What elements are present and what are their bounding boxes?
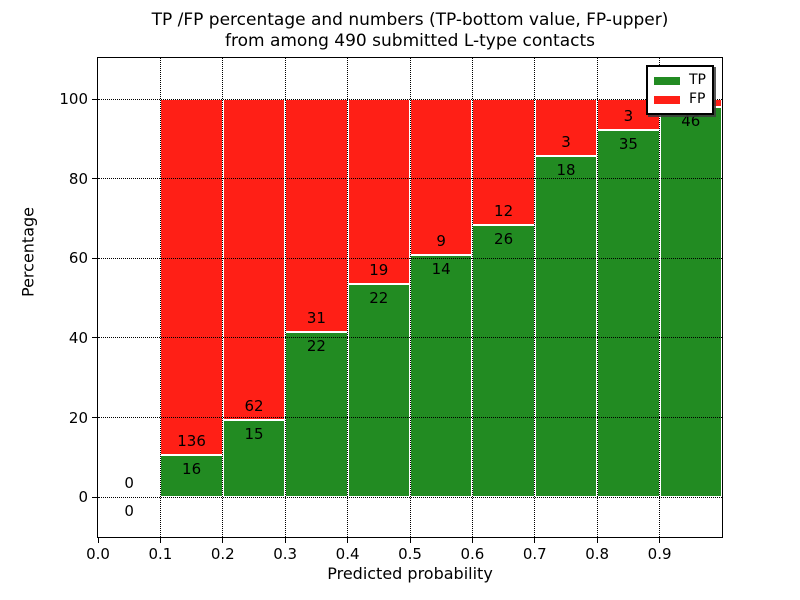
- legend-label-fp: FP: [689, 91, 706, 107]
- x-tick-label: 0.4: [335, 545, 360, 563]
- y-tick-mark: [92, 178, 98, 180]
- gridline-vertical: [159, 58, 161, 537]
- x-tick-label: 0.2: [210, 545, 235, 563]
- tp-count-label: 16: [182, 460, 202, 479]
- fp-count-label: 31: [306, 308, 326, 327]
- x-tick-mark: [97, 537, 99, 543]
- fp-bar-segment: [347, 99, 410, 284]
- fp-bar-segment: [410, 99, 473, 255]
- legend-row-tp: TP: [654, 71, 706, 90]
- gridline-vertical: [534, 58, 536, 537]
- chart-title-line1: TP /FP percentage and numbers (TP-bottom…: [151, 10, 669, 30]
- gridline-vertical: [596, 58, 598, 537]
- y-tick-mark: [92, 417, 98, 419]
- x-axis-label: Predicted probability: [327, 564, 493, 583]
- x-tick-mark: [222, 537, 224, 543]
- x-tick-mark: [659, 537, 661, 543]
- x-tick-mark: [409, 537, 411, 543]
- x-tick-mark: [284, 537, 286, 543]
- tp-count-label: 15: [244, 424, 264, 443]
- gridline-vertical: [409, 58, 411, 537]
- y-tick-label: 100: [59, 90, 88, 108]
- gridline-vertical: [659, 58, 661, 537]
- fp-count-label: 9: [436, 231, 446, 250]
- legend-row-fp: FP: [654, 90, 706, 109]
- gridline-vertical: [471, 58, 473, 537]
- x-tick-mark: [534, 537, 536, 543]
- tp-bar-segment: [285, 331, 348, 498]
- tp-bar-segment: [347, 283, 410, 498]
- y-tick-label: 80: [68, 169, 88, 188]
- fp-count-label: 3: [623, 107, 634, 126]
- x-tick-label: 0.9: [647, 545, 672, 563]
- x-tick-label: 0.8: [585, 545, 610, 563]
- y-tick-label: 60: [68, 249, 88, 268]
- tp-bar-segment: [659, 107, 722, 498]
- fp-count-label: 12: [494, 201, 514, 220]
- tp-bar-segment: [472, 224, 535, 498]
- legend: TP FP: [646, 65, 714, 115]
- fp-count-label: 3: [561, 132, 571, 151]
- tp-count-label: 0: [124, 502, 134, 521]
- tp-count-label: 14: [431, 259, 451, 278]
- fp-bar-segment: [285, 99, 348, 332]
- fp-count-label: 136: [177, 432, 206, 451]
- y-tick-mark: [92, 337, 98, 339]
- plot-area: 00136166215312219229141226318335146: [97, 57, 723, 538]
- tp-bar-segment: [160, 455, 223, 498]
- y-tick-label: 0: [78, 488, 88, 507]
- tp-count-label: 46: [681, 112, 701, 131]
- tp-bar-segment: [534, 155, 598, 498]
- tp-count-label: 26: [494, 229, 514, 248]
- x-tick-mark: [159, 537, 161, 543]
- y-tick-label: 20: [68, 408, 88, 427]
- fp-bar-segment: [222, 99, 286, 420]
- tp-count-label: 22: [369, 288, 389, 307]
- y-axis-label-text: Percentage: [18, 206, 38, 297]
- x-tick-mark: [596, 537, 598, 543]
- y-tick-mark: [92, 496, 98, 498]
- y-tick-mark: [92, 98, 98, 100]
- legend-swatch-fp-icon: [654, 95, 680, 104]
- gridline-vertical: [347, 58, 349, 537]
- fp-bar-segment: [472, 99, 535, 225]
- tp-bar-segment: [597, 130, 660, 498]
- x-tick-label: 0.7: [522, 545, 547, 563]
- y-tick-label: 40: [68, 328, 88, 347]
- tp-count-label: 35: [618, 135, 638, 154]
- tp-count-label: 18: [556, 160, 576, 179]
- legend-swatch-tp-icon: [654, 76, 680, 85]
- x-tick-mark: [347, 537, 349, 543]
- tp-bar-segment: [222, 419, 286, 498]
- tp-bar-segment: [410, 254, 473, 498]
- gridline-vertical: [284, 58, 286, 537]
- x-tick-label: 0.5: [398, 545, 422, 563]
- x-tick-label: 0.0: [86, 545, 110, 563]
- gridline-vertical: [222, 58, 224, 537]
- fp-bar-segment: [534, 99, 598, 156]
- x-tick-label: 0.1: [148, 545, 173, 563]
- fp-count-label: 19: [369, 260, 389, 279]
- x-tick-label: 0.3: [273, 545, 298, 563]
- fp-count-label: 62: [244, 396, 264, 415]
- x-tick-label: 0.6: [460, 545, 485, 563]
- chart-title-line2: from among 490 submitted L-type contacts: [224, 31, 595, 51]
- tp-count-label: 22: [306, 336, 326, 355]
- x-tick-mark: [471, 537, 473, 543]
- fp-count-label: 0: [124, 474, 134, 493]
- fp-bar-segment: [160, 99, 223, 456]
- legend-label-tp: TP: [689, 72, 706, 88]
- y-tick-mark: [92, 257, 98, 259]
- chart-title: TP /FP percentage and numbers (TP-bottom…: [98, 10, 722, 52]
